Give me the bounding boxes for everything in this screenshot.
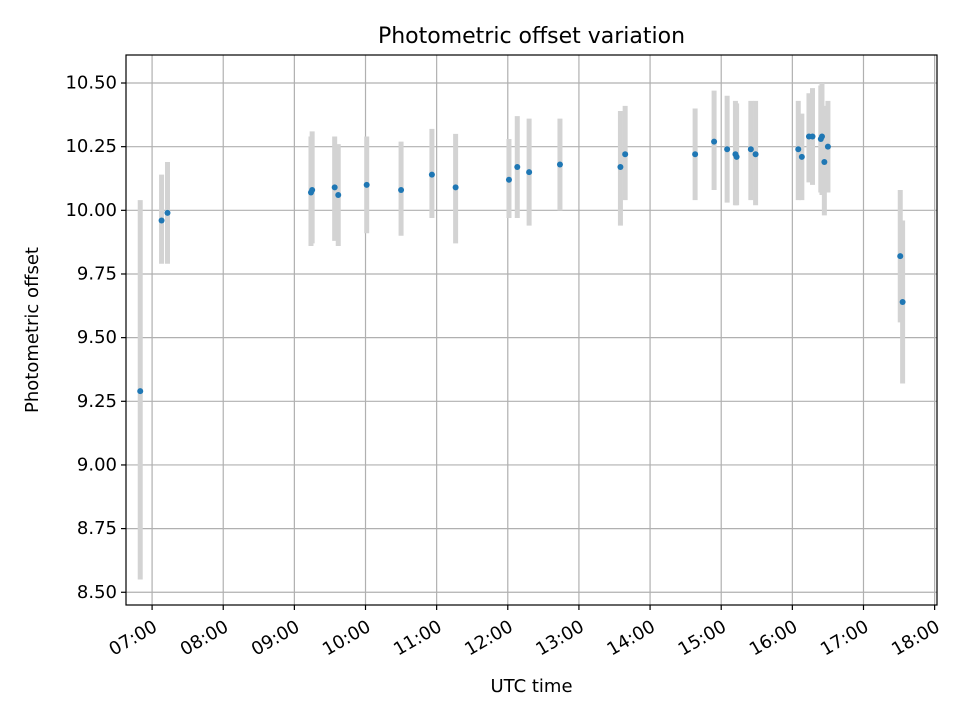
y-tick-label: 10.25 [65,136,117,157]
y-tick-label: 9.75 [77,263,117,284]
data-point [363,181,370,188]
data-point [897,253,904,260]
data-point [617,164,624,171]
data-point [335,192,342,199]
data-point [158,217,165,224]
data-point [899,298,906,305]
y-tick-label: 9.50 [77,327,117,348]
y-tick-label: 9.00 [77,454,117,475]
x-axis-label: UTC time [490,676,572,697]
data-point [452,184,459,191]
data-point [622,151,629,158]
y-axis-label: Photometric offset [22,247,43,413]
data-point [309,186,316,193]
data-point [733,153,740,160]
point-layer [137,133,906,395]
chart-title: Photometric offset variation [378,24,685,49]
data-point [137,388,144,395]
data-point [505,176,512,183]
data-point [331,184,338,191]
plot-frame [125,54,938,606]
data-point [724,146,731,153]
data-point [514,164,521,171]
data-point [711,138,718,145]
data-point [795,146,802,153]
data-point [752,151,759,158]
data-point [428,171,435,178]
y-tick-label: 8.50 [77,582,117,603]
data-point [692,151,699,158]
data-point [824,143,831,150]
y-tick-label: 9.25 [77,391,117,412]
y-tick-label: 8.75 [77,518,117,539]
data-point [398,186,405,193]
y-tick-label: 10.00 [65,200,117,221]
data-point [821,158,828,165]
data-point [164,209,171,216]
data-point [818,133,825,140]
data-point [556,161,563,168]
data-point [798,153,805,160]
data-point [747,146,754,153]
y-tick-layer: 8.50 8.75 9.00 9.25 9.50 9.75 10.00 10.25 10.50 [65,73,126,603]
data-point [809,133,816,140]
data-point [526,169,533,176]
y-tick-label: 10.50 [65,73,117,94]
